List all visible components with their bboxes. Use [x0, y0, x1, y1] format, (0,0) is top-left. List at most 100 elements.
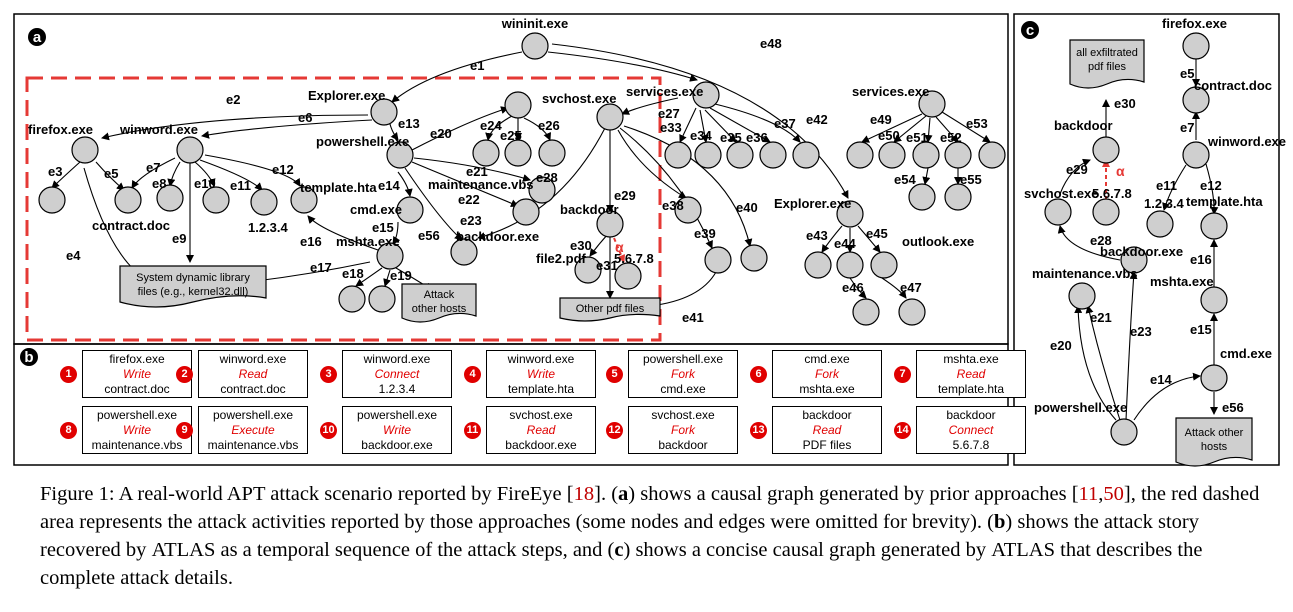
label-maintenance: maintenance.vbs: [428, 177, 534, 192]
node-generic: [846, 141, 874, 169]
edge-e38: e38: [662, 198, 684, 213]
step-object: 5.6.7.8: [952, 438, 990, 452]
edge-e16: e16: [300, 234, 322, 249]
step-object: 1.2.3.4: [378, 382, 416, 396]
step-box: firefox.exe Write contract.doc: [82, 350, 192, 398]
step-object: mshta.exe: [799, 382, 855, 396]
file-attack-hosts-c: [1175, 417, 1253, 467]
step-number: 12: [606, 422, 623, 439]
step-operation: Read: [238, 367, 268, 381]
node-generic: [472, 139, 500, 167]
edge-e55: e55: [960, 172, 982, 187]
edge-e45: e45: [866, 226, 888, 241]
edge-e50: e50: [878, 128, 900, 143]
label-c-cmd: cmd.exe: [1220, 346, 1272, 361]
step-number: 11: [464, 422, 481, 439]
caption-ref[interactable]: 18: [573, 483, 595, 505]
step-object: backdoor.exe: [505, 438, 577, 452]
label-c-maintenance: maintenance.vbs: [1032, 266, 1138, 281]
label-services-1: services.exe: [626, 84, 703, 99]
step-box: cmd.exe Fork mshta.exe: [772, 350, 882, 398]
edge-e44: e44: [834, 236, 856, 251]
step-object: backdoor: [658, 438, 708, 452]
label-ip-5678: 5.6.7.8: [614, 251, 654, 266]
label-svchost: svchost.exe: [542, 91, 616, 106]
edge-c-e15: e15: [1190, 322, 1212, 337]
edge-e10: e10: [194, 176, 216, 191]
node-c-mshta: [1200, 286, 1228, 314]
step-number: 13: [750, 422, 767, 439]
node-backdoor: [596, 210, 624, 238]
edge-e1: e1: [470, 58, 484, 73]
node-contract-doc: [114, 186, 142, 214]
node-generic: [908, 183, 936, 211]
edge-e15: e15: [372, 220, 394, 235]
edge-e56: e56: [418, 228, 440, 243]
caption-text: that describes the complete attack detai…: [40, 539, 1203, 589]
step-subject: winword.exe: [219, 352, 287, 366]
exfil-line-1: all exfiltrated: [1076, 47, 1138, 59]
node-explorer: [370, 98, 398, 126]
step-object: contract.doc: [220, 382, 286, 396]
label-winword: winword.exe: [119, 122, 198, 137]
edge-e19: e19: [390, 268, 412, 283]
step-operation: Write: [527, 367, 555, 381]
panel-c-edges: [1057, 58, 1219, 421]
step-box: powershell.exe Write backdoor.exe: [342, 406, 452, 454]
step-subject: powershell.exe: [212, 408, 294, 422]
label-file2: file2.pdf: [536, 251, 587, 266]
edge-e31: e31: [596, 258, 618, 273]
step-subject: firefox.exe: [109, 352, 165, 366]
edge-e4: e4: [66, 248, 81, 263]
step-box: powershell.exe Execute maintenance.vbs: [198, 406, 308, 454]
caption-ref[interactable]: 50: [1103, 483, 1124, 505]
edge-e35: e35: [720, 130, 742, 145]
step-number: 6: [750, 366, 767, 383]
node-c-maintenance: [1068, 282, 1096, 310]
node-wininit: [521, 32, 549, 60]
step-subject: winword.exe: [507, 352, 575, 366]
node-mshta: [376, 242, 404, 270]
node-generic: [726, 141, 754, 169]
step-object: PDF files: [802, 438, 852, 452]
node-generic: [504, 91, 532, 119]
caption-text: ], the red dashed area represents the at…: [40, 483, 1260, 533]
edge-c-e7: e7: [1180, 120, 1194, 135]
attack-c-line-1: Attack other: [1185, 427, 1244, 439]
alpha-edge-a: [613, 237, 625, 263]
node-maintenance-vbs: [528, 176, 556, 204]
step-number: 14: [894, 422, 911, 439]
caption-ref[interactable]: 11: [1078, 483, 1099, 505]
step-subject: powershell.exe: [356, 408, 438, 422]
step-number: 3: [320, 366, 337, 383]
attack-c-line-2: hosts: [1201, 441, 1228, 453]
node-c-ip1: [1146, 210, 1174, 238]
edge-c-e5: e5: [1180, 66, 1194, 81]
step-subject: backdoor: [802, 408, 852, 422]
label-wininit: wininit.exe: [501, 16, 568, 31]
node-generic: [978, 141, 1006, 169]
edge-c-e12: e12: [1200, 178, 1222, 193]
attack-line-2: other hosts: [412, 303, 467, 315]
node-outlook: [870, 251, 898, 279]
node-generic: [898, 298, 926, 326]
step-box: winword.exe Connect 1.2.3.4: [342, 350, 452, 398]
caption-panel-a: a: [618, 483, 629, 505]
panel-c-badge: [1021, 21, 1039, 39]
edge-e21: e21: [466, 164, 488, 179]
edge-e18: e18: [342, 266, 364, 281]
edge-e6: e6: [298, 110, 312, 125]
edge-e7: e7: [146, 160, 160, 175]
step-number: 7: [894, 366, 911, 383]
panel-a-edge-labels: e1 e2 e3 e4 e5 e6 e7 e8 e9 e10 e11 e12 e…: [48, 36, 988, 325]
node-file2-pdf: [574, 256, 602, 284]
node-c-contract: [1182, 86, 1210, 114]
step-subject: winword.exe: [363, 352, 431, 366]
step-number: 9: [176, 422, 193, 439]
node-generic: [944, 183, 972, 211]
caption-text: ]. (: [594, 483, 619, 505]
exfil-line-2: pdf files: [1088, 61, 1126, 73]
label-powershell: powershell.exe: [316, 134, 409, 149]
node-generic: [759, 141, 787, 169]
step-operation: Read: [812, 423, 842, 437]
